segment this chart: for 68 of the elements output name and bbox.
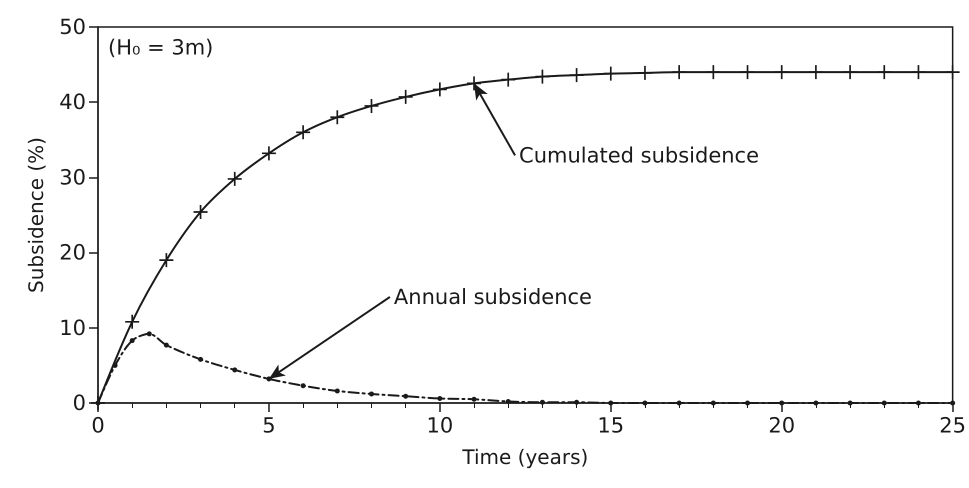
y-tick-label: 30 xyxy=(59,165,86,190)
point xyxy=(574,400,580,405)
point xyxy=(146,331,152,336)
x-tick-label: 15 xyxy=(597,414,624,438)
point xyxy=(228,172,242,186)
point xyxy=(112,362,118,368)
y-axis-title: Subsidence (%) xyxy=(24,137,48,293)
y-tick-label: 10 xyxy=(59,316,86,340)
x-tick-label: 25 xyxy=(939,414,966,438)
point xyxy=(608,400,614,406)
point xyxy=(403,394,408,399)
point xyxy=(194,204,208,219)
point xyxy=(882,400,887,406)
point xyxy=(330,110,344,124)
point xyxy=(535,70,550,84)
point xyxy=(745,400,750,406)
annotation: Annual subsidence xyxy=(394,284,592,309)
point xyxy=(676,400,682,406)
x-tick-label: 5 xyxy=(262,414,276,438)
point xyxy=(710,400,716,406)
point xyxy=(672,65,686,80)
point xyxy=(198,356,204,362)
y-tick-label: 20 xyxy=(59,240,86,265)
point xyxy=(467,76,482,90)
point xyxy=(296,125,310,140)
point xyxy=(300,383,306,388)
point xyxy=(638,66,652,80)
point xyxy=(398,90,413,104)
point xyxy=(950,400,956,406)
point xyxy=(604,66,618,81)
x-axis-title: Time (years) xyxy=(461,445,588,469)
point xyxy=(262,146,276,160)
point xyxy=(642,400,648,406)
point xyxy=(125,314,140,329)
point xyxy=(774,65,789,80)
point xyxy=(911,65,926,80)
point xyxy=(159,253,174,268)
point xyxy=(232,367,238,372)
point xyxy=(501,72,516,87)
point xyxy=(740,65,755,80)
x-tick-label: 0 xyxy=(91,414,105,438)
point xyxy=(130,338,135,344)
point xyxy=(368,391,374,396)
y-tick-label: 50 xyxy=(59,15,86,39)
point xyxy=(877,65,892,80)
point xyxy=(843,65,858,80)
point xyxy=(432,82,447,96)
point xyxy=(946,65,960,80)
point xyxy=(706,65,720,80)
annotation: Cumulated subsidence xyxy=(519,143,760,168)
point xyxy=(472,396,477,402)
point xyxy=(808,65,823,80)
point xyxy=(540,400,545,405)
point xyxy=(437,396,442,401)
x-tick-label: 10 xyxy=(426,414,454,438)
point xyxy=(848,400,853,406)
point xyxy=(364,98,378,113)
x-tick-label: 20 xyxy=(768,414,796,438)
y-tick-label: 0 xyxy=(72,391,86,415)
point xyxy=(506,398,511,404)
point xyxy=(334,388,340,394)
point xyxy=(570,68,584,82)
point xyxy=(164,342,169,348)
point xyxy=(813,400,818,406)
annotation: (H₀ = 3m) xyxy=(108,36,214,60)
y-tick-label: 40 xyxy=(59,90,86,114)
point xyxy=(779,400,784,406)
point xyxy=(916,400,921,406)
